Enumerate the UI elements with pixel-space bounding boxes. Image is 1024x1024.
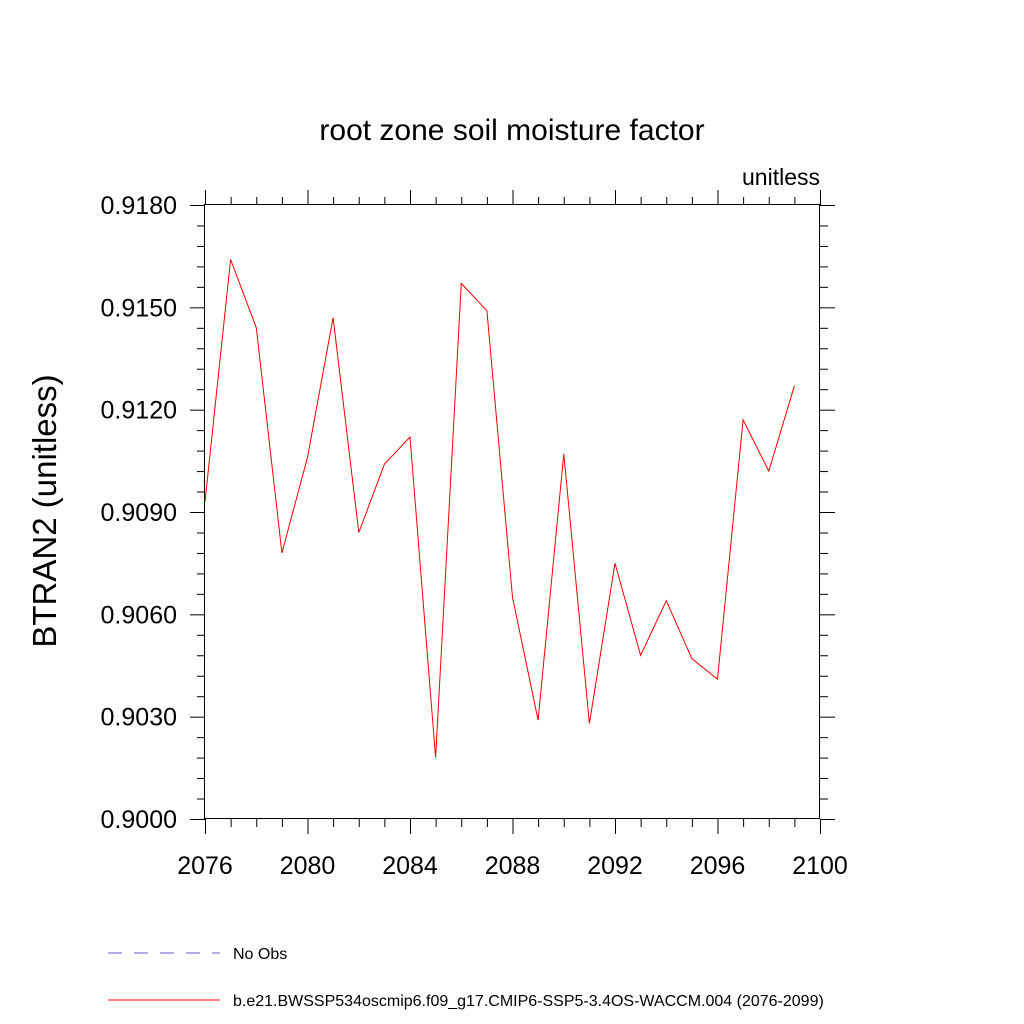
y-tick-label: 0.9150: [101, 294, 177, 322]
y-axis-label: BTRAN2 (unitless): [26, 374, 63, 647]
series-line: [204, 259, 795, 758]
x-tick-label: 2076: [177, 852, 233, 880]
legend-label: No Obs: [233, 946, 287, 963]
y-tick-label: 0.9090: [101, 499, 177, 527]
x-tick-labels: 2076 2080 2084 2088 2092 2096 2100: [177, 852, 848, 880]
x-tick-label: 2080: [280, 852, 336, 880]
y-tick-label: 0.9120: [101, 397, 177, 425]
plot-frame: [204, 204, 820, 819]
axis-ticks: [190, 190, 835, 834]
chart-title: root zone soil moisture factor: [319, 114, 704, 147]
y-tick-label: 0.9030: [101, 704, 177, 732]
x-tick-label: 2100: [792, 852, 848, 880]
y-tick-labels: 0.9000 0.9030 0.9060 0.9090 0.9120 0.9150 0.91…: [101, 192, 177, 834]
legend: No Obs b.e21.BWSSP534oscmip6.f09_g17.CMIP…: [108, 946, 824, 1010]
y-tick-label: 0.9060: [101, 601, 177, 629]
x-tick-label: 2084: [382, 852, 438, 880]
x-tick-label: 2092: [587, 852, 643, 880]
units-label: unitless: [742, 164, 820, 190]
series-group: [204, 259, 795, 758]
y-tick-label: 0.9000: [101, 806, 177, 834]
y-tick-label: 0.9180: [101, 192, 177, 220]
legend-label: b.e21.BWSSP534oscmip6.f09_g17.CMIP6-SSP5…: [233, 993, 824, 1010]
x-tick-label: 2088: [485, 852, 541, 880]
x-tick-label: 2096: [690, 852, 746, 880]
